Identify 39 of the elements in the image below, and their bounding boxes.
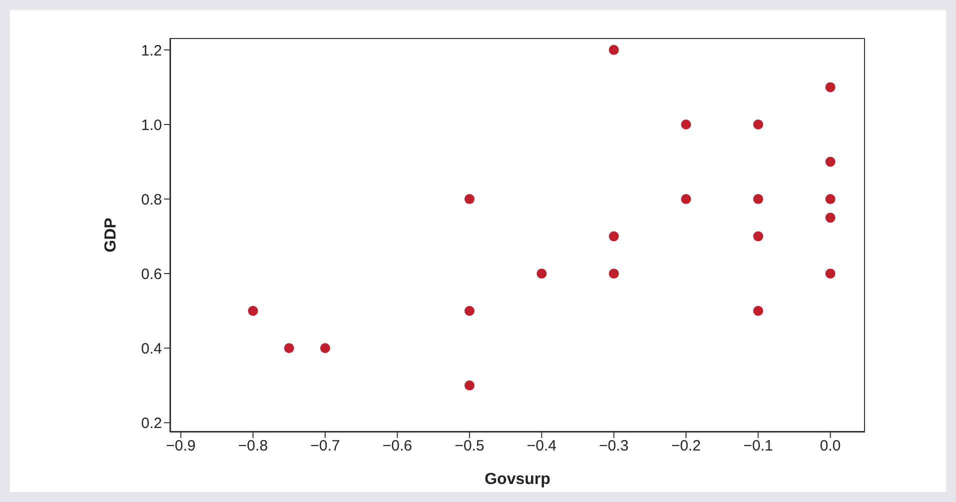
x-tick-label: 0.0 (820, 438, 841, 455)
x-tick-label: −0.6 (382, 438, 412, 455)
point (608, 44, 619, 55)
y-tick-label: 1.0 (141, 116, 162, 134)
x-tick-label: −0.1 (743, 438, 773, 455)
point (753, 119, 764, 130)
point (753, 306, 764, 316)
point (608, 231, 619, 242)
point (681, 119, 692, 130)
x-tick-label: −0.2 (671, 438, 701, 455)
point (825, 156, 836, 167)
y-tick-label: 1.2 (141, 42, 162, 60)
y-tick-label: 0.2 (141, 415, 162, 432)
point (825, 268, 836, 279)
point (248, 306, 258, 316)
point (320, 343, 330, 354)
y-tick-label: 0.8 (141, 191, 162, 208)
point (464, 380, 475, 390)
point (608, 268, 619, 279)
y-tick-label: 0.4 (141, 340, 162, 358)
point (753, 231, 764, 242)
x-tick-label: −0.5 (454, 438, 484, 455)
x-tick-label: −0.3 (599, 438, 629, 455)
point (825, 194, 836, 204)
point (464, 194, 475, 204)
y-axis-title: GDP (102, 217, 120, 252)
point (825, 82, 836, 92)
x-tick-label: −0.4 (526, 438, 556, 455)
point (464, 306, 475, 316)
y-tick-label: 0.6 (141, 266, 162, 283)
x-tick-label: −0.8 (238, 438, 268, 455)
x-axis-title: Govsurp (484, 471, 551, 488)
x-tick-label: −0.7 (310, 438, 340, 455)
point (825, 212, 836, 223)
point (536, 268, 547, 279)
x-tick-label: −0.9 (166, 438, 196, 455)
point (681, 194, 692, 204)
point (284, 343, 294, 354)
point (753, 194, 764, 204)
